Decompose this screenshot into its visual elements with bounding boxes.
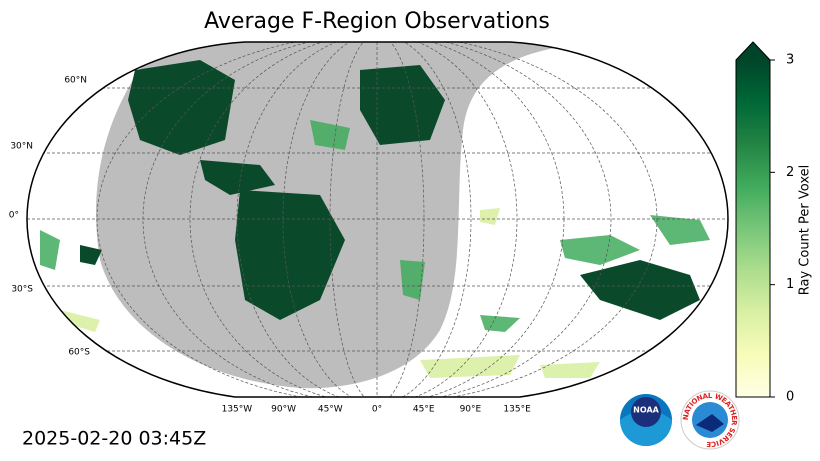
colorbar: 0 1 2 3 [735,41,794,405]
lon-label: 135°E [503,405,531,415]
lat-label: 30°N [10,142,33,152]
noaa-logo: NOAA [620,394,672,446]
colorbar-tick-label: 1 [786,277,794,292]
lon-label: 90°E [460,405,482,415]
observation-blobs [80,60,700,320]
title: Average F-Region Observations [204,9,550,34]
lat-label: 30°S [11,285,33,295]
map [27,42,728,397]
lon-label: 0° [372,405,382,415]
lon-label: 45°E [413,405,435,415]
lon-label: 90°W [271,405,296,415]
colorbar-tick-label: 0 [786,390,794,405]
lon-label: 135°W [222,405,253,415]
nws-logo: NATIONAL WEATHER SERVICE [680,390,740,450]
timestamp: 2025-02-20 03:45Z [22,428,206,450]
noaa-text: NOAA [633,406,659,415]
lat-label: 0° [9,211,19,221]
lat-label: 60°N [64,76,87,86]
colorbar-fill [736,60,770,397]
colorbar-extend [736,42,770,60]
lat-label: 60°S [68,348,90,358]
map-outline [26,41,729,398]
lon-label: 45°W [318,405,343,415]
colorbar-tick-label: 2 [786,165,794,180]
colorbar-tick-label: 3 [786,53,794,68]
colorbar-outline [735,41,771,398]
colorbar-label: Ray Count Per Voxel [798,165,813,295]
